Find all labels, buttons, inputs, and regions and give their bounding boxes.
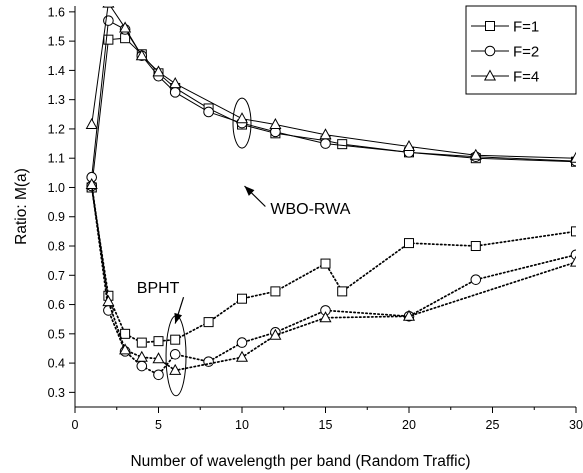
data-point-bpht-f2 [570,249,576,261]
data-point-wbo-rwa-f4 [569,151,576,163]
data-point-bpht-f2 [470,274,482,285]
x-tick-label: 25 [486,418,500,432]
y-tick-label: 1.4 [48,64,65,78]
data-point-wbo-rwa-f4 [469,148,482,160]
data-point-wbo-rwa-f4 [402,139,416,151]
data-point-wbo-rwa-f4 [119,21,132,33]
data-point-bpht-f4 [402,309,416,321]
data-point-bpht-f1 [237,293,247,304]
series-line-bpht-f1 [90,186,576,344]
arrow-bpht-head [174,312,183,324]
data-point-wbo-rwa-f1 [337,139,348,150]
data-point-wbo-rwa-f4 [235,112,249,124]
legend-label: F=2 [513,44,539,61]
legend-label: F=1 [513,19,539,36]
data-point-bpht-f1 [571,226,576,237]
y-tick-label: 1.3 [48,93,65,107]
x-tick-label: 20 [402,418,416,432]
data-point-bpht-f4 [135,350,148,362]
data-point-bpht-f1 [270,286,281,297]
series-line-wbo-rwa-f4 [91,6,576,159]
legend-marker [485,21,495,31]
data-point-bpht-f1 [120,328,131,339]
annotation-ellipses [165,97,266,397]
data-point-bpht-f4 [319,311,332,323]
data-point-wbo-rwa-f4 [85,118,98,130]
data-point-bpht-f4 [569,255,576,267]
data-point-bpht-f1 [136,337,147,348]
axes-layer: 0 5 10 15 20 25 30 0.3 0.4 0.5 0.6 0.7 0.8 0.9 1.0 1.1 1… [48,5,583,432]
x-axis-title: Number of wavelength per band (Random Tr… [130,453,470,470]
data-point-bpht-f1 [470,241,481,252]
data-point-bpht-f4 [152,352,165,364]
data-point-wbo-rwa-f2 [203,106,214,118]
y-tick-label: 0.5 [48,327,65,341]
y-tick-label: 0.6 [48,298,65,312]
data-point-bpht-f1 [404,238,414,249]
annotation-bpht: BPHT [137,280,180,297]
data-point-bpht-f1 [170,334,181,345]
data-point-bpht-f4 [85,178,98,190]
data-point-wbo-rwa-f4 [135,49,148,61]
y-tick-label: 1.1 [48,152,65,166]
x-tick-label: 5 [155,418,162,432]
data-point-bpht-f1 [320,258,331,269]
data-point-bpht-f4 [269,328,282,340]
arrow-wbo-rwa-head [244,186,255,196]
y-tick-label: 0.4 [48,357,65,371]
y-tick-label: 1.6 [48,5,65,19]
x-tick-label: 10 [235,418,249,432]
data-point-wbo-rwa-f1 [103,34,114,45]
data-point-bpht-f1 [337,286,348,297]
data-point-bpht-f2 [169,349,181,360]
series-layer [85,6,576,381]
data-point-wbo-rwa-f4 [269,118,282,130]
y-tick-label: 1.5 [48,35,65,49]
y-tick-label: 1.2 [48,122,65,136]
data-point-bpht-f4 [169,363,182,375]
x-tick-label: 30 [569,418,583,432]
y-tick-label: 0.3 [48,386,65,400]
legend-box [465,5,577,95]
data-point-wbo-rwa-f2 [169,87,181,98]
data-point-wbo-rwa-f2 [320,138,331,149]
data-point-bpht-f1 [203,317,214,328]
data-point-bpht-f4 [119,343,132,355]
y-tick-label: 0.7 [48,269,65,283]
data-point-bpht-f2 [153,369,164,381]
annotation-wbo-rwa: WBO-RWA [270,201,350,218]
data-point-bpht-f2 [203,356,214,367]
data-point-bpht-f4 [102,295,115,307]
x-tick-label: 0 [72,418,79,432]
y-tick-label: 0.8 [48,240,65,254]
data-point-bpht-f2 [236,337,248,348]
legend-label: F=4 [513,69,539,86]
legend-marker [483,69,497,81]
data-point-wbo-rwa-f4 [152,65,165,77]
y-axis-title: Ratio: M(a) [13,168,30,245]
legend: F=1 F=2 F=4 [465,5,577,95]
ellipse-wbo-rwa [232,97,252,149]
legend-marker [484,45,496,57]
data-point-bpht-f1 [153,336,164,347]
data-point-wbo-rwa-f4 [102,6,115,8]
data-point-wbo-rwa-f4 [169,77,182,89]
data-point-bpht-f2 [136,360,148,372]
y-tick-label: 1.0 [48,181,65,195]
data-point-bpht-f4 [235,350,249,362]
y-tick-label: 0.9 [48,210,65,224]
x-tick-label: 15 [319,418,333,432]
data-point-wbo-rwa-f4 [319,128,332,140]
